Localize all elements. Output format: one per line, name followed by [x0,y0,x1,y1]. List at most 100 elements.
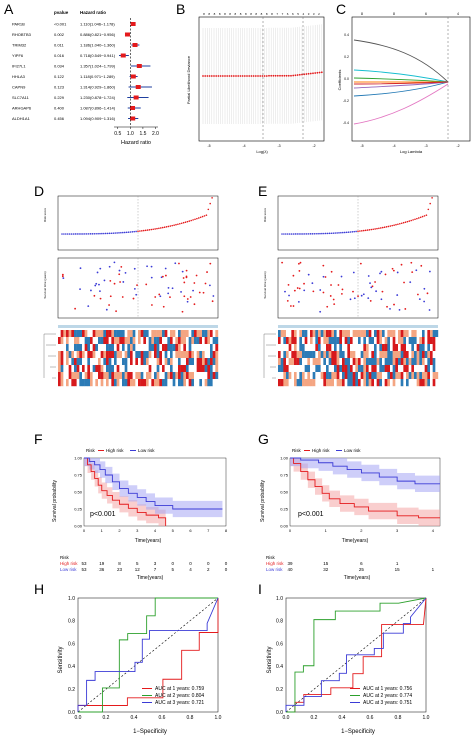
heatmap-cell [390,379,393,387]
lasso-cv-point [285,74,288,77]
heatmap-cell [119,351,123,359]
risk-table-count: 8 [118,561,121,566]
lasso-cv-point [250,75,253,77]
heatmap-cell [334,330,337,338]
heatmap-cell [347,358,351,366]
survival-time-point [349,298,352,301]
heatmap-cell [395,372,399,380]
heatmap-cell [90,365,93,373]
risk-plot-train-panel: Risk score Survival time (years) [43,195,219,387]
lasso-cv-point [257,75,259,77]
heatmap-cell [360,344,364,352]
heatmap-cell [411,351,415,359]
heatmap-cell [196,337,200,345]
heatmap-cell [90,372,93,380]
survival-time-point [287,284,290,286]
roc-x-tick: 1.0 [215,715,222,721]
lasso-cv-top-tick: 8 [240,12,242,16]
heatmap-cell [344,358,348,366]
heatmap-cell [336,372,340,380]
survival-time-point [420,264,423,267]
heatmap-cell [328,337,332,345]
heatmap-cell [435,365,439,373]
survival-time-point [79,288,81,291]
km-x-tick: 7 [207,528,210,533]
risk-score-point [127,231,130,233]
risk-score-point [294,233,297,235]
lasso-cv-point [217,75,220,77]
heatmap-cell [140,351,144,359]
lasso-cv-point [248,75,251,77]
heatmap-cell [210,351,213,359]
heatmap-cell [191,337,195,345]
survival-time-point [288,294,290,297]
heatmap-cell [294,379,297,387]
survival-time-point [211,300,214,303]
risk-table-count: 0 [171,561,174,566]
roc-x-tick: 0.2 [311,715,318,721]
heatmap-cell [207,330,211,338]
risk-score-point [376,227,378,230]
forest-pvalue: 0.002 [54,32,65,37]
km-test-ylabel: Survival probability [260,480,266,522]
lasso-cv-point [226,75,229,77]
heatmap-cell [124,372,128,380]
survival-time-point [208,284,211,287]
heatmap-cell [103,372,107,380]
heatmap-cell [116,344,120,352]
km-high-curve [84,457,167,526]
risk-score-point [104,232,107,235]
risk-score-point [78,233,80,235]
heatmap-cell [58,372,61,380]
lasso-cv-point [263,75,266,77]
heatmap-cell [342,358,345,366]
heatmap-cell [164,351,168,359]
risk-score-point [387,225,390,228]
heatmap-cell [280,344,284,352]
risk-score-point [186,220,189,223]
heatmap-cell [196,365,200,373]
risk-score-point [209,202,211,205]
heatmap-cell [358,337,361,345]
heatmap-cell [304,337,308,345]
lasso-cv-point [287,74,290,77]
roc-x-tick: 0.2 [103,715,110,721]
heatmap-cell [286,372,289,380]
heatmap-cell [188,330,192,338]
heatmap-cell [90,337,93,345]
heatmap-cell [307,372,311,380]
km-y-tick: 0.00 [280,524,289,529]
heatmap-cell [159,337,163,345]
heatmap-cell [124,344,128,352]
heatmap-cell [186,365,189,373]
heatmap-cell [358,372,361,380]
heatmap-cell [127,351,131,359]
heatmap-cell [58,330,61,338]
heatmap-cell [294,358,297,366]
survival-time-point [375,290,378,293]
heatmap-cell [326,330,329,338]
risk-score-point [281,233,283,235]
survival-time-point [174,262,177,265]
heatmap-cell [432,379,436,387]
km-train-panel: Risk High risk Low risk0.000.250.500.751.0… [52,448,228,581]
heatmap-cell [194,330,197,338]
survival-time-point [296,287,299,289]
survival-time-point [297,300,300,303]
heatmap-cell [92,330,96,338]
lasso-coef-path [353,83,449,125]
heatmap-cell [344,344,348,352]
roc-curve [77,597,219,712]
heatmap-cell [74,351,77,359]
heatmap-cell [172,372,176,380]
forest-hr-text: 1.110(1.046−1.178) [80,22,115,27]
heatmap-cell [312,379,316,387]
heatmap-cell [379,379,383,387]
survival-time-point [322,264,325,267]
risk-score-point [292,233,295,235]
survival-time-point [74,307,77,310]
heatmap-cell [196,372,200,380]
lasso-coef-x-tick: -4 [392,144,395,148]
survival-time-point [133,288,136,290]
heatmap-cell [408,372,412,380]
